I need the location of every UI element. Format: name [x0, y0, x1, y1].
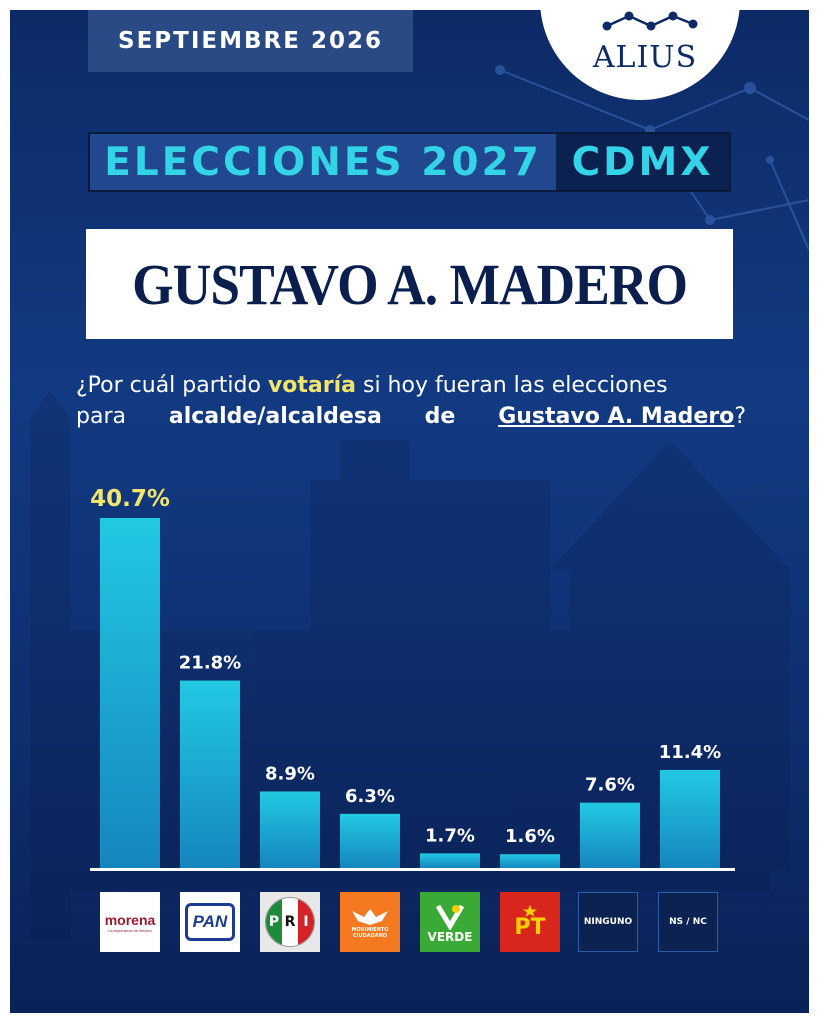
bar-value-label: 1.6% — [505, 826, 555, 847]
municipality-name: GUSTAVO A. MADERO — [131, 251, 688, 317]
nsnc-label: NS / NC — [669, 917, 707, 927]
title-main: ELECCIONES 2027 — [90, 134, 556, 190]
survey-question: ¿Por cuál partido votaría si hoy fueran … — [76, 370, 746, 432]
pan-logo-name: PAN — [192, 912, 228, 931]
pri-white-stripe: R — [282, 898, 298, 946]
pri-letter-r: R — [284, 914, 296, 930]
title-region: CDMX — [556, 134, 729, 190]
pri-logo-circle: P R I — [265, 897, 315, 947]
verde-logo-name: VERDE — [427, 930, 473, 944]
pt-logo: PT — [500, 892, 560, 952]
question-part: ¿Por cuál partido — [76, 373, 268, 398]
background-network-decoration — [30, 65, 809, 940]
bar-value-label: 8.9% — [265, 763, 315, 784]
bar-pan — [180, 680, 240, 868]
municipality-box: GUSTAVO A. MADERO — [86, 229, 733, 339]
bar-morena — [100, 518, 160, 868]
morena-logo-tagline: La esperanza de México — [108, 927, 152, 933]
bar-mc — [340, 813, 400, 868]
nsnc-tile: NS / NC — [658, 892, 718, 952]
question-line-1: ¿Por cuál partido votaría si hoy fueran … — [76, 370, 746, 401]
pri-letter-i: I — [303, 914, 309, 930]
question-bold: de — [424, 404, 456, 429]
bar-ns-nc — [660, 769, 720, 868]
bar-verde — [420, 853, 480, 868]
morena-logo: morena La esperanza de México — [100, 892, 160, 952]
toucan-icon — [435, 904, 465, 930]
pri-letter-p: P — [268, 914, 280, 930]
bar-chart: 40.7% 21.8% 8.9% 6.3% 1.7% 1.6% 7.6% 11.4% — [90, 486, 721, 868]
poster: SEPTIEMBRE 2026 ALIUS ELECCIONES 2027 CD… — [10, 10, 809, 1013]
pri-green-stripe: P — [266, 898, 282, 946]
eagle-icon — [352, 909, 388, 925]
bar-value-label: 21.8% — [179, 653, 241, 674]
question-underlined: Gustavo A. Madero — [498, 404, 735, 429]
mc-logo: MOVIMIENTO CIUDADANO — [340, 892, 400, 952]
pri-logo: P R I — [260, 892, 320, 952]
bar-pri — [260, 791, 320, 868]
question-highlight: votaría — [267, 373, 356, 398]
bar-ninguno — [580, 802, 640, 868]
bar-value-label: 6.3% — [345, 786, 395, 807]
pan-logo-frame: PAN — [185, 903, 235, 941]
question-part: si hoy fueran las elecciones — [356, 373, 668, 398]
bar-value-label: 11.4% — [659, 742, 721, 763]
ninguno-tile: NINGUNO — [578, 892, 638, 952]
title-box: ELECCIONES 2027 CDMX — [88, 132, 731, 192]
mc-logo-line2: CIUDADANO — [352, 933, 388, 939]
morena-logo-name: morena — [104, 911, 156, 928]
bar-value-label: 7.6% — [585, 775, 635, 796]
question-part: para — [76, 404, 126, 429]
bar-pt — [500, 854, 560, 868]
pan-logo: PAN — [180, 892, 240, 952]
question-line-2: para alcalde/alcaldesa de Gustavo A. Mad… — [76, 401, 746, 432]
brand-network-icon — [602, 11, 698, 31]
verde-logo: VERDE — [420, 892, 480, 952]
pri-red-stripe: I — [298, 898, 314, 946]
brand-name: ALIUS — [592, 40, 698, 75]
bar-value-label: 1.7% — [425, 825, 475, 846]
pt-logo-name: PT — [514, 915, 546, 940]
bar-value-label: 40.7% — [90, 486, 170, 512]
question-bold: alcalde/alcaldesa — [168, 404, 382, 429]
ninguno-label: NINGUNO — [583, 917, 633, 927]
date-banner: SEPTIEMBRE 2026 — [88, 10, 413, 72]
star-icon — [523, 905, 537, 917]
chart-baseline — [90, 868, 735, 871]
question-part: ? — [734, 404, 746, 429]
mc-logo-line1: MOVIMIENTO — [351, 927, 389, 933]
